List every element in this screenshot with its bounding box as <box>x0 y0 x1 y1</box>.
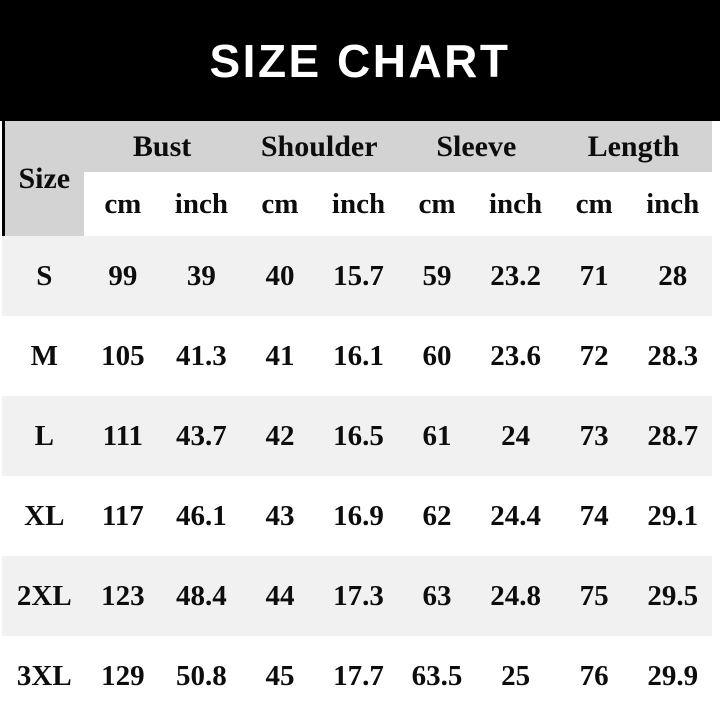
measurement-value: 61 <box>422 419 452 452</box>
size-label: S <box>36 259 53 292</box>
column-group-shoulder: Shoulder <box>240 121 398 172</box>
measurement-value: 16.9 <box>333 499 384 532</box>
measurement-value: 17.3 <box>333 579 384 612</box>
measurement-value: 72 <box>579 339 609 372</box>
size-label: L <box>34 419 54 452</box>
unit-header-sleeve-inch: inch <box>476 172 555 236</box>
measurement-value: 123 <box>101 579 145 612</box>
measurement-value: 24.8 <box>490 579 541 612</box>
measurement-value: 29.9 <box>647 659 699 692</box>
column-group-sleeve: Sleeve <box>397 121 555 172</box>
measurement-value: 41 <box>265 339 295 372</box>
table-row-xl: XL 117 46.1 43 16.9 62 24.4 74 29.1 <box>2 476 712 556</box>
table-row-3xl: 3XL 129 50.8 45 17.7 63.5 25 76 29.9 <box>2 636 712 716</box>
measurement-value: 16.5 <box>333 419 384 452</box>
measurement-value: 74 <box>579 499 609 532</box>
unit-header-shoulder-cm: cm <box>240 172 320 236</box>
measurement-value: 28.3 <box>647 339 699 372</box>
measurement-value: 28 <box>658 259 688 292</box>
measurement-value: 42 <box>265 419 295 452</box>
size-label: 2XL <box>16 579 72 612</box>
measurement-value: 23.6 <box>490 339 541 372</box>
size-chart-table: Size Bust Shoulder Sleeve Length cm inch… <box>2 121 712 716</box>
table-row-2xl: 2XL 123 48.4 44 17.3 63 24.8 75 29.5 <box>2 556 712 636</box>
measurement-value: 29.1 <box>647 499 699 532</box>
measurement-value: 45 <box>265 659 295 692</box>
measurement-value: 25 <box>501 659 531 692</box>
table-row-s: S 99 39 40 15.7 59 23.2 71 28 <box>2 236 712 316</box>
measurement-value: 48.4 <box>176 579 227 612</box>
unit-header-length-inch: inch <box>633 172 712 236</box>
measurement-value: 17.7 <box>333 659 384 692</box>
unit-header-bust-inch: inch <box>162 172 241 236</box>
measurement-value: 50.8 <box>176 659 227 692</box>
measurement-value: 60 <box>422 339 452 372</box>
size-label: XL <box>24 499 65 532</box>
measurement-value: 29.5 <box>647 579 699 612</box>
column-group-length: Length <box>554 121 712 172</box>
measurement-value: 23.2 <box>490 259 541 292</box>
title-bar: SIZE CHART <box>0 0 720 121</box>
measurement-value: 59 <box>422 259 452 292</box>
measurement-value: 16.1 <box>333 339 384 372</box>
size-label: M <box>30 339 58 372</box>
size-label: 3XL <box>16 659 72 692</box>
measurement-value: 73 <box>579 419 609 452</box>
unit-header-shoulder-inch: inch <box>319 172 398 236</box>
measurement-value: 63 <box>422 579 452 612</box>
table-body: S 99 39 40 15.7 59 23.2 71 28 M 105 41.3… <box>2 236 712 716</box>
size-column-header: Size <box>5 121 84 236</box>
page-title: SIZE CHART <box>209 34 511 87</box>
measurement-value: 41.3 <box>176 339 227 372</box>
measurement-value: 43.7 <box>176 419 227 452</box>
column-group-bust: Bust <box>83 121 241 172</box>
table-row-l: L 111 43.7 42 16.5 61 24 73 28.7 <box>2 396 712 476</box>
measurement-value: 99 <box>108 259 138 292</box>
measurement-value: 75 <box>579 579 609 612</box>
measurement-value: 44 <box>265 579 295 612</box>
unit-header-bust-cm: cm <box>83 172 163 236</box>
measurement-value: 15.7 <box>333 259 384 292</box>
measurement-value: 62 <box>422 499 452 532</box>
measurement-value: 105 <box>101 339 145 372</box>
measurement-value: 129 <box>101 659 145 692</box>
measurement-value: 76 <box>579 659 609 692</box>
unit-header-length-cm: cm <box>554 172 634 236</box>
measurement-value: 111 <box>102 419 143 452</box>
measurement-value: 40 <box>265 259 295 292</box>
measurement-value: 117 <box>101 499 144 532</box>
measurement-value: 24 <box>501 419 531 452</box>
measurement-value: 28.7 <box>647 419 699 452</box>
measurement-value: 24.4 <box>490 499 541 532</box>
measurement-value: 71 <box>579 259 609 292</box>
measurement-value: 39 <box>186 259 216 292</box>
measurement-value: 46.1 <box>176 499 227 532</box>
table-header: Size Bust Shoulder Sleeve Length cm inch… <box>2 121 712 236</box>
table-row-m: M 105 41.3 41 16.1 60 23.6 72 28.3 <box>2 316 712 396</box>
measurement-value: 63.5 <box>411 659 463 692</box>
measurement-value: 43 <box>265 499 295 532</box>
unit-header-sleeve-cm: cm <box>397 172 477 236</box>
